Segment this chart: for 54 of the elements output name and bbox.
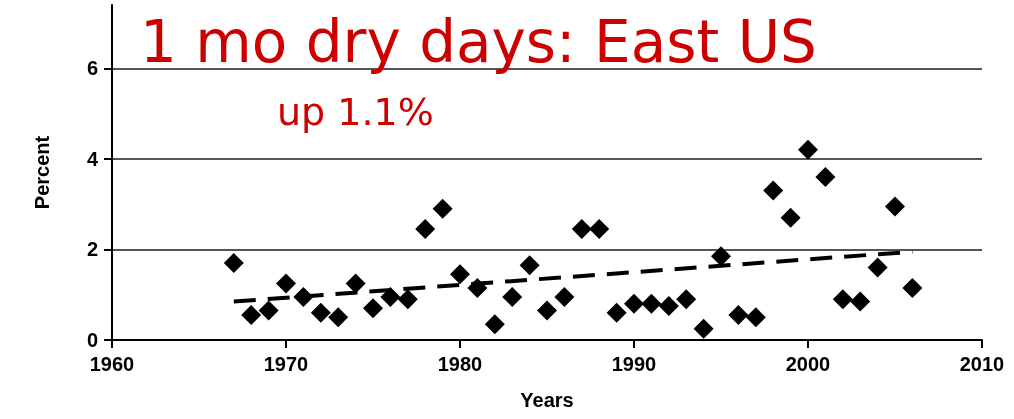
point bbox=[484, 314, 505, 335]
point bbox=[241, 305, 262, 326]
x-tick-label: 2010 bbox=[959, 353, 1005, 375]
point bbox=[658, 296, 679, 317]
point bbox=[397, 289, 418, 310]
x-tick-label: 2000 bbox=[785, 353, 831, 375]
x-tick-label: 1990 bbox=[611, 353, 657, 375]
point bbox=[363, 298, 383, 319]
point bbox=[745, 307, 766, 328]
point bbox=[571, 219, 592, 240]
point bbox=[589, 219, 610, 240]
x-tick-label: 1960 bbox=[89, 353, 135, 375]
point bbox=[711, 246, 731, 267]
point bbox=[258, 300, 279, 321]
chart-title: 1 mo dry days: East US bbox=[140, 8, 817, 76]
point bbox=[432, 198, 453, 219]
point bbox=[467, 277, 488, 298]
point bbox=[728, 305, 749, 326]
y-tick-label: 0 bbox=[86, 329, 98, 351]
y-tick-label: 6 bbox=[86, 57, 98, 80]
point bbox=[310, 302, 331, 323]
point bbox=[415, 219, 436, 240]
y-tick-label: 2 bbox=[86, 238, 98, 261]
point bbox=[519, 255, 540, 276]
point bbox=[502, 286, 523, 307]
point bbox=[641, 293, 662, 314]
point bbox=[902, 277, 923, 298]
point bbox=[606, 302, 627, 323]
point bbox=[380, 286, 401, 307]
point bbox=[780, 207, 801, 228]
point bbox=[850, 291, 871, 312]
point bbox=[832, 289, 853, 310]
point bbox=[867, 257, 888, 278]
point bbox=[554, 286, 575, 307]
point bbox=[537, 300, 557, 321]
x-tick-label: 1970 bbox=[263, 353, 309, 375]
point bbox=[328, 307, 349, 328]
y-tick-label: 4 bbox=[86, 147, 99, 170]
point bbox=[693, 318, 714, 339]
point bbox=[450, 264, 470, 285]
point bbox=[885, 196, 905, 217]
y-axis-title: Percent bbox=[31, 135, 53, 210]
text: up 1.1% bbox=[277, 90, 434, 134]
x-axis-title: Years bbox=[520, 389, 574, 411]
point bbox=[763, 180, 784, 201]
point bbox=[345, 273, 366, 294]
point bbox=[815, 167, 836, 188]
point bbox=[624, 293, 644, 314]
point bbox=[293, 286, 314, 307]
point bbox=[276, 273, 296, 294]
point bbox=[798, 139, 818, 160]
point bbox=[676, 289, 697, 310]
point bbox=[223, 253, 244, 274]
x-tick-label: 1980 bbox=[437, 353, 483, 375]
